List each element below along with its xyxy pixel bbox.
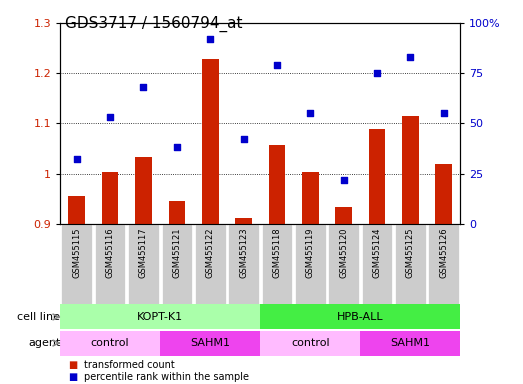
Bar	[195, 223, 225, 304]
Text: GSM455123: GSM455123	[239, 228, 248, 278]
Bar	[168, 200, 185, 223]
Bar	[62, 223, 92, 304]
Text: SAHM1: SAHM1	[390, 338, 430, 348]
Bar	[328, 223, 359, 304]
Bar	[60, 305, 260, 329]
Point	[73, 156, 81, 162]
Bar	[228, 223, 259, 304]
Bar	[302, 172, 319, 223]
Text: KOPT-K1: KOPT-K1	[137, 312, 183, 322]
Bar	[360, 331, 460, 356]
Text: ■: ■	[68, 360, 77, 370]
Text: control: control	[291, 338, 329, 348]
Text: control: control	[91, 338, 130, 348]
Text: agent: agent	[28, 338, 61, 348]
Bar	[335, 207, 352, 223]
Bar	[160, 331, 260, 356]
Text: transformed count: transformed count	[84, 360, 175, 370]
Text: ■: ■	[68, 372, 77, 382]
Bar	[69, 196, 85, 223]
Bar	[369, 129, 385, 223]
Bar	[202, 59, 219, 223]
Point	[406, 54, 414, 60]
Bar	[95, 223, 126, 304]
Point	[306, 110, 314, 116]
Bar	[361, 223, 392, 304]
Text: percentile rank within the sample: percentile rank within the sample	[84, 372, 249, 382]
Point	[106, 114, 115, 121]
Text: GSM455120: GSM455120	[339, 228, 348, 278]
Text: GSM455116: GSM455116	[106, 228, 115, 278]
Text: GSM455121: GSM455121	[173, 228, 181, 278]
Text: GSM455122: GSM455122	[206, 228, 214, 278]
Point	[339, 177, 348, 183]
Text: GSM455119: GSM455119	[306, 228, 315, 278]
Point	[206, 36, 214, 42]
Bar	[262, 223, 292, 304]
Bar	[268, 145, 285, 223]
Point	[240, 136, 248, 142]
Text: GDS3717 / 1560794_at: GDS3717 / 1560794_at	[65, 15, 243, 31]
Bar	[162, 223, 192, 304]
Bar	[402, 116, 418, 223]
Bar	[60, 331, 160, 356]
Point	[373, 70, 381, 76]
Point	[173, 144, 181, 151]
Bar	[235, 218, 252, 223]
Bar	[428, 223, 459, 304]
Text: GSM455126: GSM455126	[439, 228, 448, 278]
Point	[272, 62, 281, 68]
Text: GSM455125: GSM455125	[406, 228, 415, 278]
Bar	[260, 331, 360, 356]
Text: GSM455124: GSM455124	[372, 228, 381, 278]
Bar	[128, 223, 159, 304]
Text: GSM455118: GSM455118	[272, 228, 281, 278]
Text: GSM455117: GSM455117	[139, 228, 148, 278]
Point	[439, 110, 448, 116]
Text: SAHM1: SAHM1	[190, 338, 230, 348]
Bar	[435, 164, 452, 223]
Bar	[260, 305, 460, 329]
Bar	[395, 223, 426, 304]
Text: HPB-ALL: HPB-ALL	[337, 312, 383, 322]
Bar	[295, 223, 325, 304]
Text: GSM455115: GSM455115	[72, 228, 81, 278]
Text: cell line: cell line	[17, 312, 61, 322]
Bar	[135, 157, 152, 223]
Point	[139, 84, 147, 90]
Bar	[102, 172, 119, 223]
